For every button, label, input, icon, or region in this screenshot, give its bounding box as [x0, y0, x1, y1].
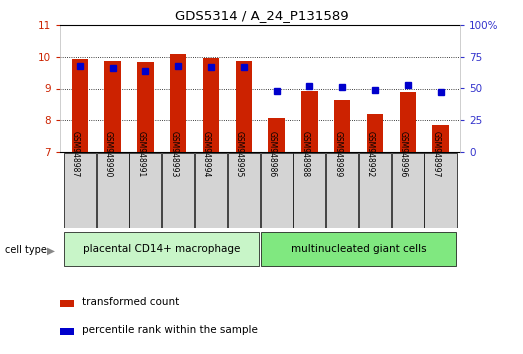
Text: GSM948997: GSM948997 — [431, 131, 440, 178]
Bar — [235, 61, 252, 152]
Text: GDS5314 / A_24_P131589: GDS5314 / A_24_P131589 — [175, 9, 348, 22]
FancyBboxPatch shape — [228, 153, 260, 228]
Bar — [105, 62, 121, 152]
FancyBboxPatch shape — [260, 232, 456, 266]
FancyBboxPatch shape — [64, 232, 259, 266]
Text: ▶: ▶ — [47, 245, 55, 255]
Text: GSM948986: GSM948986 — [268, 131, 277, 178]
Bar — [72, 59, 88, 152]
FancyBboxPatch shape — [326, 153, 358, 228]
FancyBboxPatch shape — [359, 153, 391, 228]
Bar — [334, 100, 350, 152]
Text: GSM948990: GSM948990 — [104, 131, 112, 178]
Text: cell type: cell type — [5, 245, 47, 255]
FancyBboxPatch shape — [129, 153, 162, 228]
Text: GSM948994: GSM948994 — [202, 131, 211, 178]
Text: multinucleated giant cells: multinucleated giant cells — [291, 244, 426, 254]
Bar — [268, 118, 285, 152]
Text: percentile rank within the sample: percentile rank within the sample — [82, 325, 258, 335]
Bar — [203, 58, 219, 152]
FancyBboxPatch shape — [392, 153, 424, 228]
Text: GSM948991: GSM948991 — [137, 131, 145, 178]
Text: GSM948993: GSM948993 — [169, 131, 178, 178]
Text: GSM948989: GSM948989 — [333, 131, 342, 178]
Bar — [301, 91, 317, 152]
Bar — [400, 92, 416, 152]
Text: GSM948995: GSM948995 — [235, 131, 244, 178]
FancyBboxPatch shape — [293, 153, 325, 228]
Text: GSM948988: GSM948988 — [300, 131, 310, 178]
Text: placental CD14+ macrophage: placental CD14+ macrophage — [83, 244, 241, 254]
FancyBboxPatch shape — [64, 153, 96, 228]
Bar — [60, 299, 74, 307]
Text: GSM948987: GSM948987 — [71, 131, 80, 178]
Bar — [137, 62, 154, 152]
FancyBboxPatch shape — [162, 153, 194, 228]
Bar — [433, 125, 449, 152]
Bar — [60, 328, 74, 335]
FancyBboxPatch shape — [425, 153, 457, 228]
FancyBboxPatch shape — [260, 153, 293, 228]
Text: GSM948996: GSM948996 — [399, 131, 408, 178]
Bar — [170, 55, 186, 152]
Text: transformed count: transformed count — [82, 297, 179, 307]
FancyBboxPatch shape — [97, 153, 129, 228]
Text: GSM948992: GSM948992 — [366, 131, 375, 178]
Bar — [367, 114, 383, 152]
FancyBboxPatch shape — [195, 153, 227, 228]
